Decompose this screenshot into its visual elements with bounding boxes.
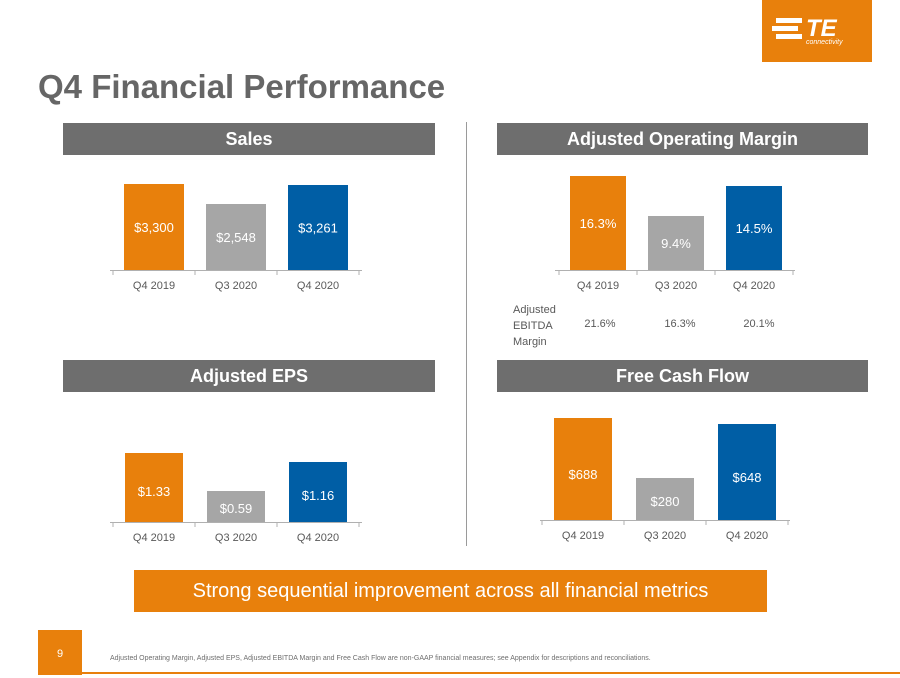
sales-bar-0 [124,184,184,270]
footer-rule [82,672,900,674]
logo-subtext: connectivity [806,39,843,46]
aom-category-label-2: Q4 2020 [733,280,775,292]
fcf-category-label-2: Q4 2020 [726,530,768,542]
footnote: Adjusted Operating Margin, Adjusted EPS,… [110,655,651,662]
vertical-divider [466,122,467,546]
sales-data-label-0: $3,300 [134,220,174,235]
eps-panel-header: Adjusted EPS [63,360,435,392]
fcf-data-label-1: $280 [651,494,680,509]
page-number: 9 [38,630,82,675]
aom-category-label-1: Q3 2020 [655,280,697,292]
sales-data-label-1: $2,548 [216,230,256,245]
sales-chart: $3,300 Q4 2019 $2,548 Q3 2020 $3,261 Q4 2020 [110,184,362,292]
eps-category-label-1: Q3 2020 [215,532,257,544]
page-title: Q4 Financial Performance [38,68,446,105]
sales-bar-2 [288,185,348,270]
aom-data-label-1: 9.4% [661,236,691,251]
fcf-data-label-2: $648 [733,470,762,485]
ebitda-value-q3-2020: 16.3% [664,318,696,330]
eps-category-label-0: Q4 2019 [133,532,175,544]
sales-bar-1 [206,204,266,270]
ebitda-value-q4-2020: 20.1% [743,318,775,330]
aom-bar-2 [726,186,782,270]
sales-data-label-2: $3,261 [298,221,338,236]
fcf-panel-header: Free Cash Flow [497,360,868,392]
fcf-bar-1 [636,478,694,520]
aom-chart: 16.3% Q4 2019 9.4% Q3 2020 14.5% Q4 2020 [555,176,795,292]
aom-category-label-0: Q4 2019 [577,280,619,292]
ebitda-margin-row: Adjusted EBITDA Margin 21.6% 16.3% 20.1% [507,300,807,350]
fcf-chart: $688 Q4 2019 $280 Q3 2020 $648 Q4 2020 [540,418,790,542]
eps-chart: $1.33 Q4 2019 $0.59 Q3 2020 $1.16 Q4 2020 [110,453,362,544]
te-connectivity-logo: TE connectivity [762,0,872,62]
aom-bar-1 [648,216,704,270]
eps-bar-0 [125,453,183,522]
sales-category-label-0: Q4 2019 [133,280,175,292]
sales-panel-header: Sales [63,123,435,155]
fcf-bar-2 [718,424,776,520]
aom-bar-0 [570,176,626,270]
logo-text: TE [806,15,838,42]
ebitda-value-q4-2019: 21.6% [584,318,616,330]
eps-category-label-2: Q4 2020 [297,532,339,544]
eps-data-label-2: $1.16 [302,488,335,503]
fcf-category-label-1: Q3 2020 [644,530,686,542]
eps-data-label-0: $1.33 [138,484,171,499]
aom-data-label-0: 16.3% [580,216,617,231]
fcf-bar-0 [554,418,612,520]
sales-category-label-2: Q4 2020 [297,280,339,292]
eps-data-label-1: $0.59 [220,501,253,516]
aom-panel-header: Adjusted Operating Margin [497,123,868,155]
summary-banner: Strong sequential improvement across all… [134,570,767,612]
fcf-data-label-0: $688 [569,467,598,482]
aom-data-label-2: 14.5% [736,221,773,236]
fcf-category-label-0: Q4 2019 [562,530,604,542]
ebitda-label: Adjusted EBITDA Margin [513,304,556,348]
eps-bar-1 [207,491,265,522]
eps-bar-2 [289,462,347,522]
te-logo-mark-icon: TE [772,15,838,42]
sales-category-label-1: Q3 2020 [215,280,257,292]
